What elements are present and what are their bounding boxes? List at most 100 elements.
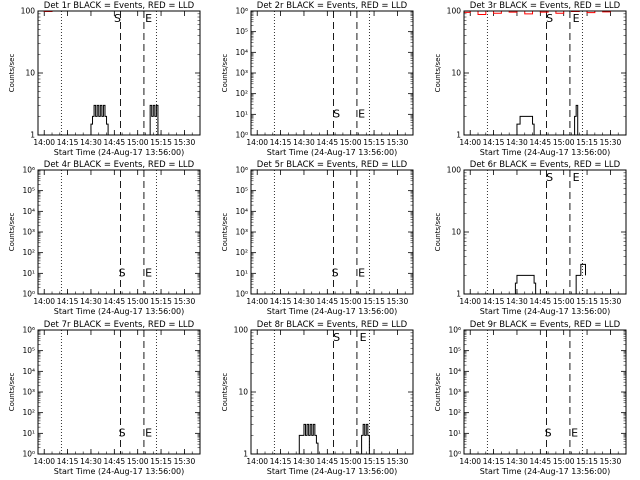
series-events [513, 263, 586, 295]
x-tick-label: 14:00 [459, 457, 481, 466]
marker-label-s: S [546, 171, 553, 184]
x-tick-label: 15:00 [553, 138, 575, 147]
x-tick-label: 15:15 [363, 297, 385, 306]
x-tick-label: 15:30 [174, 297, 196, 306]
x-tick-label: 15:30 [600, 297, 622, 306]
x-tick-label: 15:15 [363, 457, 385, 466]
y-tick-label: 10 [451, 228, 461, 237]
chart-title: Det 4r BLACK = Events, RED = LLD [44, 160, 195, 170]
y-tick-label: 10⁵ [22, 186, 35, 195]
y-tick-label: 10¹ [22, 269, 35, 278]
x-tick-label: 15:30 [174, 457, 196, 466]
x-axis-label: Start Time (24-Aug-17 13:56:00) [267, 467, 398, 476]
y-tick-label: 10⁰ [22, 290, 35, 299]
x-tick-label: 14:00 [33, 138, 55, 147]
y-axis-label: Counts/sec [8, 373, 16, 412]
x-tick-label: 15:00 [127, 297, 149, 306]
y-tick-label: 10⁴ [235, 207, 248, 216]
plot-frame [463, 10, 627, 136]
marker-label-s: S [333, 331, 340, 344]
y-tick-label: 10⁶ [448, 326, 461, 335]
y-axis-label: Counts/sec [221, 213, 229, 252]
x-tick-label: 15:15 [363, 138, 385, 147]
x-tick-label: 15:15 [150, 138, 172, 147]
x-tick-label: 14:30 [293, 457, 315, 466]
x-tick-label: 14:15 [57, 457, 79, 466]
series-events [89, 104, 159, 136]
y-tick-label: 10⁶ [22, 166, 35, 175]
marker-label-e: E [145, 426, 152, 439]
x-tick-label: 14:45 [104, 297, 126, 306]
y-tick-label: 10¹ [235, 110, 248, 119]
x-axis-label: Start Time (24-Aug-17 13:56:00) [480, 148, 611, 157]
x-tick-label: 15:15 [576, 457, 598, 466]
marker-label-e: E [573, 12, 580, 25]
marker-label-s: S [332, 266, 339, 279]
y-tick-label: 10¹ [235, 269, 248, 278]
plot-frame [250, 10, 414, 136]
y-tick-label: 10 [238, 388, 248, 397]
x-tick-label: 15:15 [576, 297, 598, 306]
y-axis-label: Counts/sec [434, 373, 442, 412]
x-tick-label: 14:45 [317, 297, 339, 306]
marker-label-e: E [145, 12, 152, 25]
plot-frame [463, 169, 627, 295]
y-tick-label: 10³ [448, 388, 461, 397]
y-tick-label: 10⁵ [22, 346, 35, 355]
x-tick-label: 15:30 [600, 457, 622, 466]
x-tick-label: 15:00 [553, 297, 575, 306]
marker-label-e: E [358, 266, 365, 279]
x-tick-label: 14:00 [246, 138, 268, 147]
y-tick-label: 100 [21, 7, 36, 16]
y-tick-label: 100 [447, 166, 462, 175]
y-tick-label: 10² [22, 408, 35, 417]
chart-title: Det 2r BLACK = Events, RED = LLD [257, 1, 408, 11]
x-tick-label: 14:30 [293, 297, 315, 306]
y-tick-label: 10⁵ [235, 27, 248, 36]
x-tick-label: 14:45 [530, 297, 552, 306]
y-tick-label: 10⁵ [448, 346, 461, 355]
x-tick-label: 14:15 [270, 138, 292, 147]
y-tick-label: 1 [243, 450, 248, 459]
chart-panel-8: Det 8r BLACK = Events, RED = LLD Counts/s… [221, 320, 414, 476]
x-tick-label: 15:30 [387, 297, 409, 306]
plot-frame [37, 169, 201, 295]
y-tick-label: 1 [456, 131, 461, 140]
chart-title: Det 3r BLACK = Events, RED = LLD [470, 1, 621, 11]
y-tick-label: 10² [235, 248, 248, 257]
y-tick-label: 10 [25, 69, 35, 78]
y-tick-label: 10³ [235, 228, 248, 237]
x-tick-label: 15:00 [340, 297, 362, 306]
chart-panel-5: Det 5r BLACK = Events, RED = LLD Counts/s… [221, 160, 414, 316]
x-tick-label: 14:15 [483, 297, 505, 306]
y-tick-label: 10³ [235, 69, 248, 78]
x-tick-label: 15:00 [553, 457, 575, 466]
chart-panel-6: Det 6r BLACK = Events, RED = LLD Counts/s… [434, 160, 627, 316]
x-tick-label: 14:30 [80, 297, 102, 306]
y-tick-label: 10⁶ [235, 166, 248, 175]
x-tick-label: 15:00 [340, 457, 362, 466]
marker-label-s: S [333, 107, 340, 120]
chart-title: Det 6r BLACK = Events, RED = LLD [470, 160, 621, 170]
x-tick-label: 14:00 [246, 457, 268, 466]
x-axis-label: Start Time (24-Aug-17 13:56:00) [480, 467, 611, 476]
y-tick-label: 10⁵ [235, 186, 248, 195]
x-tick-label: 14:00 [33, 297, 55, 306]
x-tick-label: 14:45 [104, 138, 126, 147]
x-tick-label: 15:30 [387, 138, 409, 147]
y-tick-label: 10⁴ [448, 367, 461, 376]
marker-label-e: E [573, 171, 580, 184]
x-tick-label: 15:15 [576, 138, 598, 147]
x-tick-label: 14:45 [530, 138, 552, 147]
y-axis-label: Counts/sec [434, 54, 442, 93]
y-axis-label: Counts/sec [221, 373, 229, 412]
marker-label-e: E [360, 331, 367, 344]
x-axis-label: Start Time (24-Aug-17 13:56:00) [54, 307, 185, 316]
y-tick-label: 10⁴ [22, 367, 35, 376]
x-tick-label: 14:15 [270, 457, 292, 466]
plot-frame [250, 329, 414, 455]
x-tick-label: 15:00 [127, 457, 149, 466]
y-tick-label: 10⁰ [22, 450, 35, 459]
x-tick-label: 14:30 [506, 457, 528, 466]
y-tick-label: 10⁴ [235, 48, 248, 57]
